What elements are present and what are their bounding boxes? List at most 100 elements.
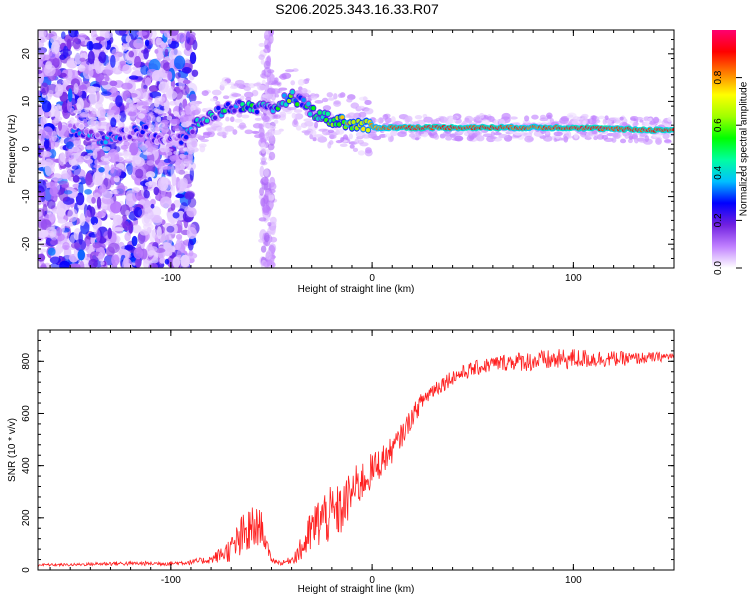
- spectrogram-cell: [136, 31, 148, 36]
- spectrogram-cell: [98, 81, 109, 86]
- spectrogram-cell: [327, 129, 335, 134]
- spectrogram-cell: [78, 85, 87, 90]
- spectrogram-cell: [56, 103, 61, 111]
- spectrogram-cell: [38, 129, 46, 141]
- spectrogram-cell: [112, 227, 125, 232]
- spectrogram-cell: [225, 116, 230, 122]
- snr-y-axis-label: SNR (10 * v/v): [7, 418, 18, 482]
- spectrogram-cell: [107, 227, 112, 240]
- spectrogram-cell: [322, 105, 332, 111]
- spectrogram-cell: [267, 143, 275, 151]
- spectrogram-cell: [139, 228, 150, 236]
- spectrogram-cell: [162, 62, 172, 72]
- spectrogram-cell: [89, 116, 98, 121]
- spectrogram-cell: [204, 118, 210, 123]
- spectrogram-cell: [128, 221, 134, 234]
- spectrogram-x-ticks: -100 0 100: [49, 30, 675, 284]
- spectrogram-cell: [189, 51, 197, 65]
- spectrogram-cell: [66, 154, 74, 160]
- spectrogram-cell: [671, 127, 674, 132]
- spectrogram-cell: [294, 113, 304, 120]
- spectrogram-marks: [38, 30, 674, 268]
- spectrogram-cell: [587, 117, 597, 125]
- x-tick-label: 0: [369, 273, 375, 284]
- spectrogram-cell: [563, 136, 569, 143]
- spectrogram-cell: [51, 130, 58, 142]
- spectrogram-cell: [111, 254, 120, 267]
- spectrogram-cell: [86, 40, 94, 51]
- spectrogram-cell: [172, 256, 181, 268]
- spectrogram-cell: [351, 119, 356, 125]
- spectrogram-cell: [40, 263, 47, 268]
- spectrogram-cell: [635, 116, 644, 120]
- spectrogram-cell: [59, 138, 64, 144]
- spectrogram-cell: [100, 261, 105, 266]
- spectrogram-cell: [172, 125, 183, 132]
- spectrogram-cell: [263, 66, 272, 78]
- spectrogram-cell: [613, 132, 621, 139]
- spectrogram-cell: [531, 114, 539, 120]
- spectrogram-cell: [628, 135, 634, 140]
- spectrogram-cell: [71, 165, 79, 170]
- spectrogram-cell: [553, 131, 563, 137]
- spectrogram-cell: [524, 115, 530, 122]
- spectrogram-cell: [151, 228, 158, 239]
- spectrogram-cell: [452, 116, 458, 120]
- spectrogram-cell: [317, 136, 328, 143]
- y-tick-label: -20: [21, 237, 32, 252]
- spectrogram-cell: [186, 227, 197, 240]
- spectrogram-cell: [267, 222, 272, 227]
- spectrogram-cell: [60, 48, 72, 57]
- spectrogram-cell: [151, 69, 164, 82]
- spectrogram-cell: [591, 130, 598, 135]
- spectrogram-cell: [220, 80, 228, 87]
- spectrogram-cell: [76, 104, 82, 110]
- spectrogram-cell: [47, 199, 56, 210]
- spectrogram-cell: [593, 136, 598, 141]
- y-tick-label: 600: [21, 405, 32, 422]
- spectrogram-cell: [240, 95, 245, 101]
- spectrogram-cell: [361, 134, 372, 139]
- spectrogram-cell: [94, 91, 105, 105]
- spectrogram-cell: [582, 120, 587, 126]
- spectrogram-cell: [266, 55, 272, 64]
- spectrogram-cell: [270, 224, 276, 236]
- spectrogram-cell: [170, 203, 176, 211]
- spectrogram-cell: [481, 119, 490, 125]
- spectrogram-cell: [409, 120, 414, 126]
- spectrogram-cell: [284, 69, 295, 73]
- spectrogram-cell: [191, 69, 199, 77]
- spectrogram-cell: [159, 196, 172, 209]
- spectrogram-cell: [164, 258, 170, 265]
- spectrogram-cell: [38, 123, 45, 130]
- spectrogram-cell: [186, 206, 197, 218]
- spectrogram-cell: [140, 65, 149, 76]
- snr-frame: [37, 329, 675, 571]
- spectrogram-cell: [304, 130, 311, 134]
- spectrogram-cell: [202, 131, 213, 136]
- spectrogram-cell: [524, 135, 534, 143]
- spectrogram-cell: [260, 156, 268, 161]
- spectrogram-cell: [647, 117, 652, 122]
- spectrogram-cell: [139, 199, 146, 205]
- spectrogram-cell: [357, 139, 365, 145]
- colorbar-tick-label: 0.8: [713, 70, 724, 84]
- spectrogram-cell: [665, 123, 673, 128]
- spectrogram-cell: [199, 145, 206, 153]
- spectrogram-cell: [115, 30, 127, 36]
- spectrogram-cell: [180, 111, 186, 117]
- spectrogram-cell: [175, 161, 181, 174]
- spectrogram-cell: [134, 55, 142, 68]
- spectrogram-cell: [262, 205, 270, 216]
- spectrogram-cell: [313, 134, 324, 138]
- spectrogram-cell: [211, 89, 222, 96]
- spectrogram-cell: [273, 119, 279, 124]
- spectrogram-cell: [49, 185, 59, 197]
- spectrogram-cell: [633, 137, 639, 144]
- spectrogram-cell: [174, 72, 181, 79]
- spectrogram-cell: [178, 78, 185, 90]
- colorbar-tick-label: 0.6: [713, 118, 724, 132]
- spectrogram-cell: [230, 85, 238, 90]
- spectrogram-cell: [151, 206, 162, 218]
- x-tick-label: 100: [565, 575, 582, 586]
